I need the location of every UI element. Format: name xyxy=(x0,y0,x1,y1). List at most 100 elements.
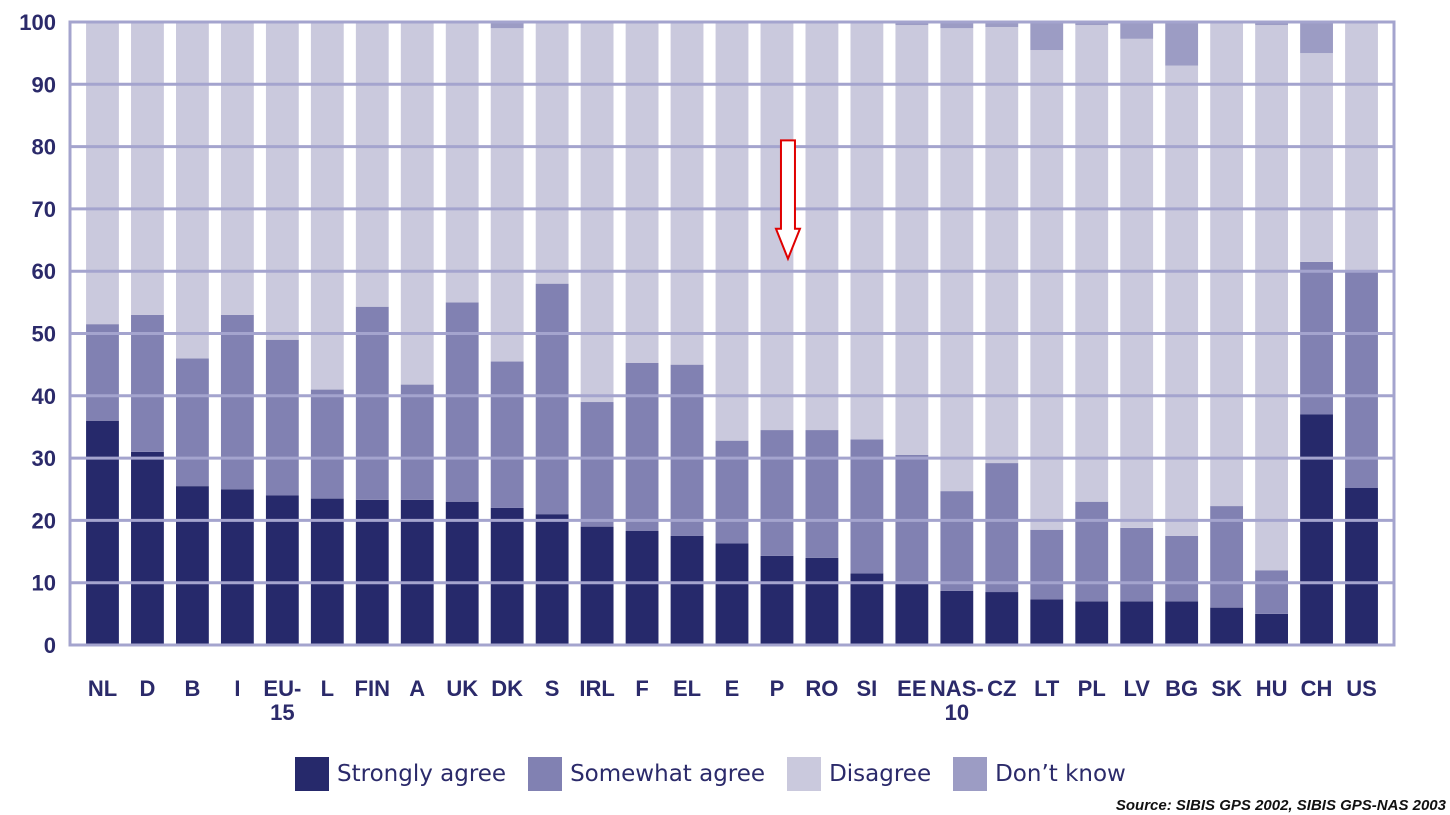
y-tick-label: 60 xyxy=(32,259,56,284)
bar-don-t-know-dk xyxy=(490,22,524,29)
bar-disagree-s xyxy=(535,22,569,284)
bar-disagree-uk xyxy=(445,22,479,303)
legend-swatch-disagree xyxy=(787,757,822,791)
bar-somewhat-agree-f xyxy=(625,362,659,531)
y-tick-label: 30 xyxy=(32,446,56,471)
x-tick-label-cz: CZ xyxy=(987,676,1016,701)
x-tick-label-i: I xyxy=(234,676,240,701)
bar-disagree-lt xyxy=(1030,50,1064,530)
x-tick-label-nl: NL xyxy=(88,676,117,701)
bar-strongly-agree-l xyxy=(310,498,344,645)
bar-somewhat-agree-ch xyxy=(1300,261,1333,415)
bar-don-t-know-hu xyxy=(1255,22,1288,26)
bar-disagree-e xyxy=(715,22,749,441)
x-tick-label-fin: FIN xyxy=(355,676,390,701)
bar-strongly-agree-cz xyxy=(985,592,1019,645)
legend-item-strongly-agree: Strongly agree xyxy=(295,757,506,791)
bar-strongly-agree-i xyxy=(220,489,254,645)
bar-somewhat-agree-i xyxy=(220,314,254,490)
bar-disagree-el xyxy=(670,22,704,365)
bar-don-t-know-cz xyxy=(985,22,1019,27)
bar-disagree-nl xyxy=(86,22,119,325)
legend-swatch-dont-know xyxy=(953,757,988,791)
legend-label-disagree: Disagree xyxy=(829,761,932,787)
bar-disagree-nas-10 xyxy=(940,28,974,492)
bar-somewhat-agree-b xyxy=(176,358,209,487)
bar-disagree-cz xyxy=(985,26,1019,464)
x-tick-label-nas-10: NAS-10 xyxy=(930,676,984,725)
x-tick-label-d: D xyxy=(140,676,156,701)
x-tick-label-p: P xyxy=(770,676,785,701)
bar-disagree-d xyxy=(131,22,164,315)
x-tick-label-ch: CH xyxy=(1301,676,1333,701)
y-tick-label: 50 xyxy=(32,322,56,347)
bar-somewhat-agree-pl xyxy=(1075,501,1109,602)
bar-strongly-agree-el xyxy=(670,535,704,645)
bar-somewhat-agree-ro xyxy=(805,430,839,558)
bar-disagree-si xyxy=(850,22,884,440)
x-tick-label-b: B xyxy=(184,676,200,701)
legend-label-somewhat-agree: Somewhat agree xyxy=(570,761,766,787)
bar-somewhat-agree-d xyxy=(131,314,164,452)
bar-disagree-irl xyxy=(580,22,614,403)
x-tick-label-hu: HU xyxy=(1256,676,1288,701)
y-tick-label: 20 xyxy=(32,508,56,533)
y-tick-label: 80 xyxy=(32,135,56,160)
bar-don-t-know-ch xyxy=(1300,22,1333,54)
x-tick-label-pl: PL xyxy=(1078,676,1106,701)
bar-somewhat-agree-fin xyxy=(355,306,389,500)
legend-item-disagree: Disagree xyxy=(787,757,931,791)
bar-disagree-fin xyxy=(355,22,389,307)
bar-somewhat-agree-a xyxy=(400,384,434,500)
bar-somewhat-agree-p xyxy=(760,430,794,556)
bar-strongly-agree-nas-10 xyxy=(940,590,974,645)
x-tick-label-irl: IRL xyxy=(579,676,614,701)
bar-somewhat-agree-nas-10 xyxy=(940,491,974,591)
x-tick-label-el: EL xyxy=(673,676,701,701)
legend-item-dont-know: Don’t know xyxy=(953,757,1126,791)
y-tick-label: 70 xyxy=(32,197,56,222)
x-tick-label-ro: RO xyxy=(805,676,838,701)
stacked-bar-chart: 0 10 20 30 40 50 60 70 80 90 100 NL D B I EU-15 L FIN A UK D… xyxy=(19,10,1396,725)
bar-strongly-agree-si xyxy=(850,573,884,645)
x-tick-label-si: SI xyxy=(856,676,877,701)
bar-strongly-agree-us xyxy=(1345,488,1378,645)
bar-disagree-ch xyxy=(1300,53,1333,262)
y-tick-label: 40 xyxy=(32,384,56,409)
bar-strongly-agree-b xyxy=(176,486,209,645)
y-tick-label: 0 xyxy=(44,633,56,658)
bar-disagree-eu-15 xyxy=(265,22,299,340)
y-tick-label: 100 xyxy=(19,10,56,35)
x-tick-label-e: E xyxy=(725,676,740,701)
bar-strongly-agree-lv xyxy=(1120,601,1154,645)
chart-legend: Strongly agree Somewhat agree Disagree D… xyxy=(295,757,1148,791)
x-tick-label-us: US xyxy=(1346,676,1377,701)
bar-somewhat-agree-s xyxy=(535,283,569,515)
x-tick-label-s: S xyxy=(545,676,560,701)
bar-somewhat-agree-ee xyxy=(895,454,929,583)
bar-disagree-a xyxy=(400,22,434,385)
bar-disagree-bg xyxy=(1165,65,1199,536)
bar-strongly-agree-dk xyxy=(490,507,524,645)
bar-don-t-know-pl xyxy=(1075,22,1109,26)
bar-strongly-agree-nl xyxy=(86,420,119,645)
bar-somewhat-agree-eu-15 xyxy=(265,339,299,496)
x-tick-label-bg: BG xyxy=(1165,676,1198,701)
bar-strongly-agree-lt xyxy=(1030,599,1064,645)
x-tick-label-eu-15: EU-15 xyxy=(263,676,301,725)
bar-strongly-agree-hu xyxy=(1255,613,1288,645)
bar-strongly-agree-e xyxy=(715,543,749,645)
bar-strongly-agree-fin xyxy=(355,499,389,645)
bar-somewhat-agree-dk xyxy=(490,361,524,508)
bar-somewhat-agree-sk xyxy=(1210,506,1244,608)
bar-somewhat-agree-irl xyxy=(580,402,614,527)
bar-disagree-lv xyxy=(1120,38,1154,528)
bar-somewhat-agree-bg xyxy=(1165,535,1199,602)
bar-somewhat-agree-uk xyxy=(445,302,479,502)
y-tick-label: 90 xyxy=(32,72,56,97)
bar-strongly-agree-ro xyxy=(805,557,839,645)
bar-disagree-hu xyxy=(1255,25,1288,571)
y-tick-label: 10 xyxy=(32,571,56,596)
bar-disagree-dk xyxy=(490,28,524,362)
bar-don-t-know-lv xyxy=(1120,22,1154,39)
